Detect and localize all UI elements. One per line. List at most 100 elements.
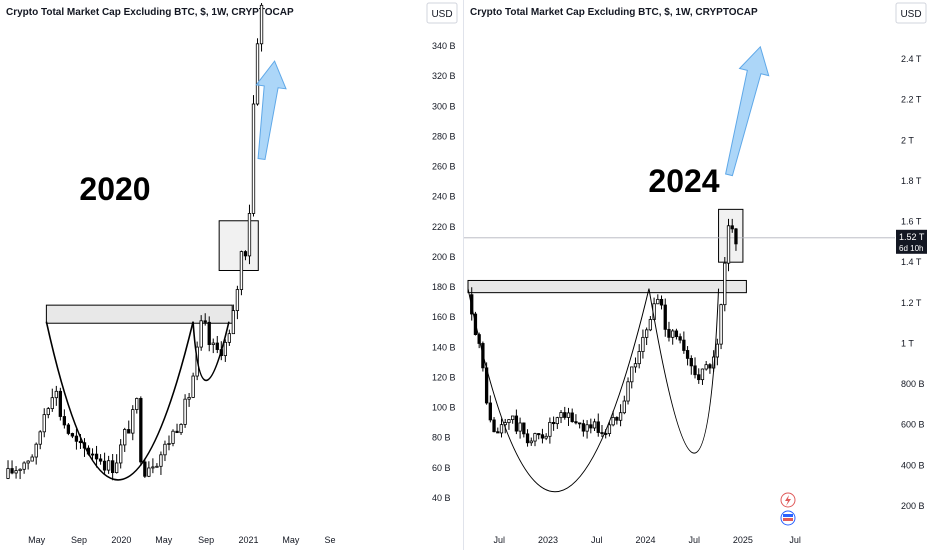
x-tick-label: 2025: [733, 535, 753, 545]
candle: [243, 250, 248, 261]
currency-label: USD: [900, 9, 921, 20]
candle: [119, 439, 123, 469]
candle: [106, 455, 111, 474]
currency-button[interactable]: [895, 2, 927, 24]
flag-stripe-icon: [783, 518, 793, 521]
candle: [551, 416, 556, 431]
x-tick-label: Jul: [591, 535, 603, 545]
candle: [163, 440, 167, 462]
candle: [26, 460, 30, 470]
y-tick-label: 600 B: [901, 420, 925, 430]
candle: [123, 427, 127, 452]
candle: [58, 387, 62, 421]
candle: [581, 419, 586, 437]
candle: [151, 458, 155, 474]
candle: [525, 429, 530, 447]
candle: [693, 357, 697, 379]
y-tick-label: 1.6 T: [901, 217, 922, 227]
candle: [659, 295, 664, 310]
y-tick-label: 300 B: [432, 101, 456, 111]
y-tick-label: 2 T: [901, 135, 914, 145]
candle: [30, 454, 34, 462]
candle: [62, 409, 67, 429]
candle: [585, 420, 589, 439]
candle: [223, 339, 227, 362]
candle: [66, 422, 71, 436]
x-tick-label: May: [282, 535, 300, 545]
candles-layer: [470, 218, 738, 447]
candle: [211, 338, 215, 354]
candle: [607, 421, 612, 437]
time-remaining-label: 6d 10h: [899, 244, 923, 253]
candle: [110, 454, 115, 481]
y-tick-label: 180 B: [432, 282, 456, 292]
y-tick-label: 40 B: [432, 493, 451, 503]
candle: [135, 397, 139, 414]
candle: [175, 423, 179, 434]
candle: [514, 409, 519, 435]
candle: [563, 406, 567, 420]
breakout-box: [218, 220, 259, 271]
y-tick-label: 1.2 T: [901, 298, 922, 308]
candle: [10, 460, 14, 475]
y-tick-label: 160 B: [432, 312, 456, 322]
x-tick-label: 2020: [111, 535, 131, 545]
candle: [708, 363, 712, 374]
x-tick-label: Se: [324, 535, 335, 545]
candle: [596, 413, 600, 437]
candle: [555, 416, 559, 429]
candle: [537, 433, 541, 440]
candle: [102, 452, 107, 474]
candle: [663, 298, 667, 337]
y-tick-label: 200 B: [901, 501, 925, 511]
right-chart-panel: Crypto Total Market Cap Excluding BTC, $…: [464, 0, 932, 550]
candle: [155, 463, 159, 468]
candle: [522, 422, 526, 438]
candle: [626, 377, 630, 405]
y-tick-label: 200 B: [432, 252, 456, 262]
candle: [94, 445, 99, 468]
candle: [697, 368, 701, 384]
candle: [139, 396, 143, 466]
candle: [600, 424, 604, 437]
x-tick-label: Jul: [494, 535, 506, 545]
candle: [203, 313, 207, 326]
candle: [704, 360, 708, 371]
candle: [54, 385, 58, 406]
y-tick-label: 140 B: [432, 342, 456, 352]
candle: [674, 328, 679, 340]
y-tick-label: 1 T: [901, 338, 914, 348]
candle: [179, 423, 183, 435]
resistance-zone: [467, 279, 747, 294]
candle: [566, 407, 571, 426]
year-annotation: 2020: [79, 171, 150, 207]
candle: [574, 414, 578, 425]
y-tick-label: 1.4 T: [901, 257, 922, 267]
x-tick-label: Sep: [198, 535, 214, 545]
candle: [14, 466, 18, 479]
candle: [507, 419, 511, 430]
candle: [559, 410, 563, 424]
x-tick-label: 2021: [238, 535, 258, 545]
cup-curve: [45, 321, 194, 481]
currency-label: USD: [431, 9, 452, 20]
currency-button[interactable]: [426, 2, 458, 24]
candle: [143, 459, 147, 478]
candle: [641, 329, 645, 359]
candle: [492, 417, 496, 433]
candle: [592, 418, 597, 432]
candle: [147, 461, 151, 478]
chart-2020: Crypto Total Market Cap Excluding BTC, $…: [6, 2, 458, 545]
candle: [678, 333, 682, 344]
candle: [578, 422, 582, 429]
candle: [90, 448, 95, 461]
event-icons[interactable]: [780, 492, 796, 526]
candle: [488, 395, 492, 423]
chart-title: Crypto Total Market Cap Excluding BTC, $…: [470, 7, 758, 18]
candle: [227, 329, 231, 346]
candle: [251, 95, 256, 217]
y-tick-label: 120 B: [432, 372, 456, 382]
candle: [618, 404, 623, 427]
y-tick-label: 400 B: [901, 460, 925, 470]
candle: [46, 407, 50, 419]
